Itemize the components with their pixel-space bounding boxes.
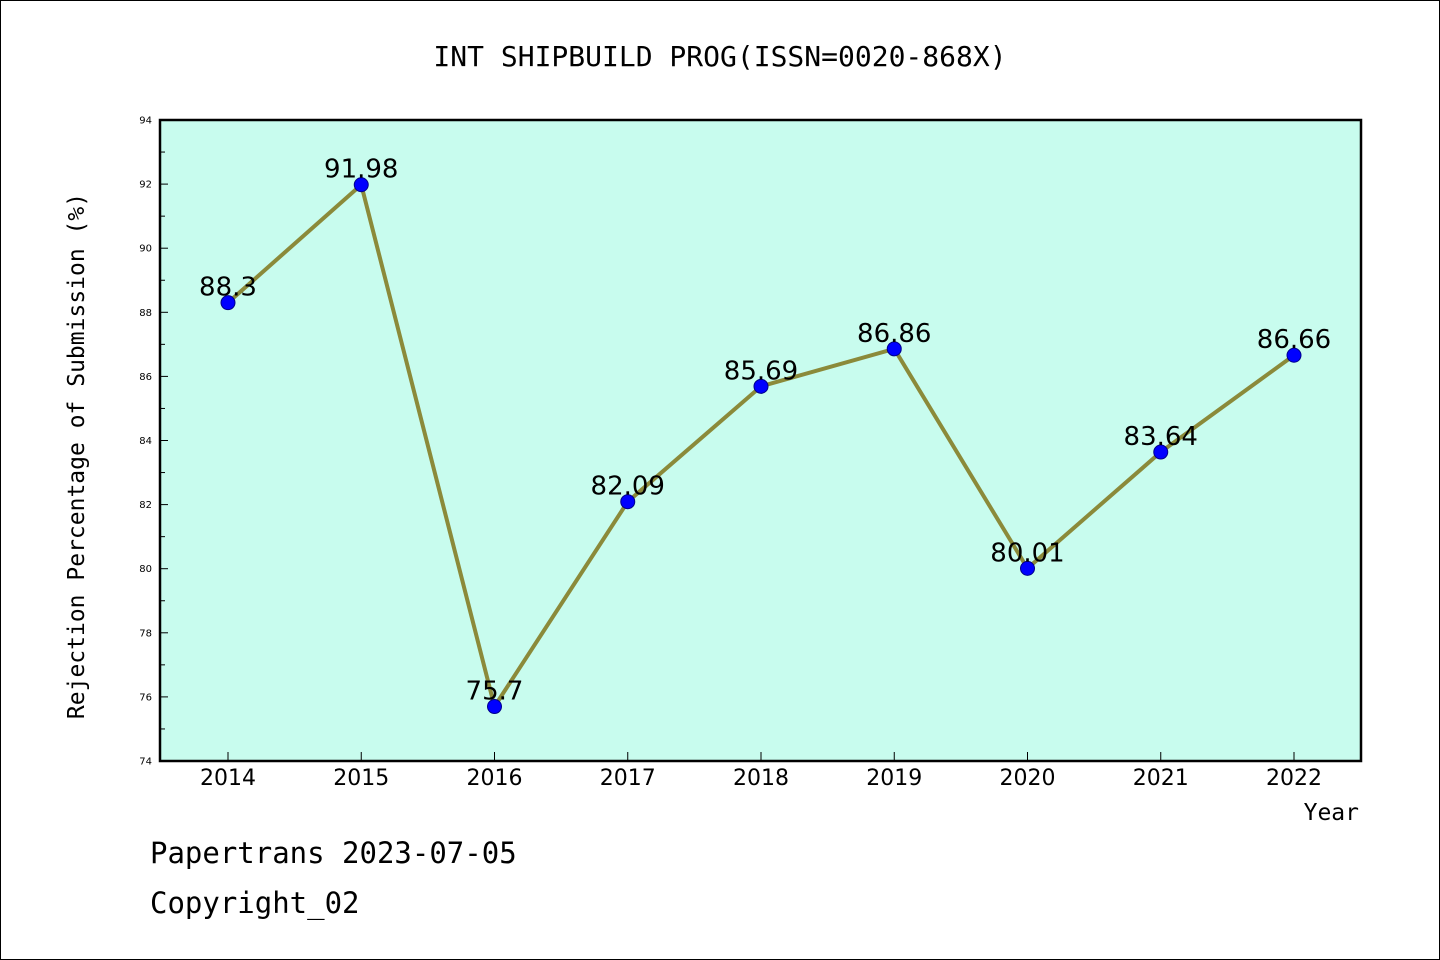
data-label: 85.69 bbox=[724, 356, 798, 386]
y-tick-label: 82 bbox=[139, 500, 152, 511]
data-point bbox=[1286, 347, 1302, 363]
data-point bbox=[487, 699, 502, 715]
plot-area bbox=[158, 118, 1363, 763]
data-label: 80.01 bbox=[990, 538, 1064, 568]
y-axis: 74 76 78 80 82 84 86 88 90 92 94 bbox=[139, 116, 168, 768]
y-tick-label: 78 bbox=[139, 628, 152, 639]
y-tick-label: 94 bbox=[139, 116, 152, 127]
y-tick-label: 90 bbox=[139, 244, 152, 255]
chart-title: INT SHIPBUILD PROG(ISSN=0020-868X) bbox=[433, 40, 1006, 73]
data-label: 86.66 bbox=[1257, 325, 1331, 355]
x-tick-label: 2021 bbox=[1133, 766, 1189, 791]
data-point bbox=[886, 341, 902, 357]
x-tick-label: 2015 bbox=[333, 766, 389, 791]
x-axis-label: Year bbox=[1304, 800, 1359, 826]
y-tick-label: 86 bbox=[139, 372, 152, 383]
y-tick-label: 76 bbox=[139, 692, 152, 703]
footer-copyright: Copyright_02 bbox=[150, 886, 360, 920]
data-point bbox=[1153, 444, 1169, 460]
data-label: 83.64 bbox=[1124, 422, 1198, 452]
y-tick-label: 74 bbox=[139, 757, 152, 768]
data-labels: 88.3 91.98 75.7 82.09 85.69 86.86 80.01 83.64 86… bbox=[199, 155, 1331, 707]
y-tick-label: 84 bbox=[139, 436, 152, 447]
x-tick-label: 2022 bbox=[1266, 766, 1322, 791]
data-label: 75.7 bbox=[466, 677, 524, 707]
x-tick-label: 2017 bbox=[600, 766, 656, 791]
series-markers bbox=[220, 177, 1302, 715]
y-tick-label: 88 bbox=[139, 308, 152, 319]
data-label: 82.09 bbox=[591, 472, 665, 502]
data-label: 88.3 bbox=[199, 273, 257, 303]
y-tick-label: 80 bbox=[139, 564, 152, 575]
x-tick-label: 2016 bbox=[467, 766, 523, 791]
data-point bbox=[620, 494, 636, 510]
y-tick-label: 92 bbox=[139, 180, 152, 191]
footer-date: Papertrans 2023-07-05 bbox=[150, 836, 517, 870]
data-label: 91.98 bbox=[324, 155, 398, 185]
x-tick-label: 2014 bbox=[200, 766, 256, 791]
data-point bbox=[353, 177, 369, 193]
data-label: 86.86 bbox=[857, 319, 931, 349]
data-point bbox=[753, 378, 769, 394]
data-point bbox=[220, 295, 236, 311]
data-point bbox=[1020, 560, 1035, 576]
x-tick-label: 2018 bbox=[733, 766, 789, 791]
x-axis: 2014 2015 2016 2017 2018 2019 2020 2021 2022 bbox=[200, 752, 1322, 791]
x-tick-label: 2019 bbox=[866, 766, 922, 791]
x-tick-label: 2020 bbox=[1000, 766, 1056, 791]
y-axis-label: Rejection Percentage of Submission (%) bbox=[64, 193, 90, 719]
